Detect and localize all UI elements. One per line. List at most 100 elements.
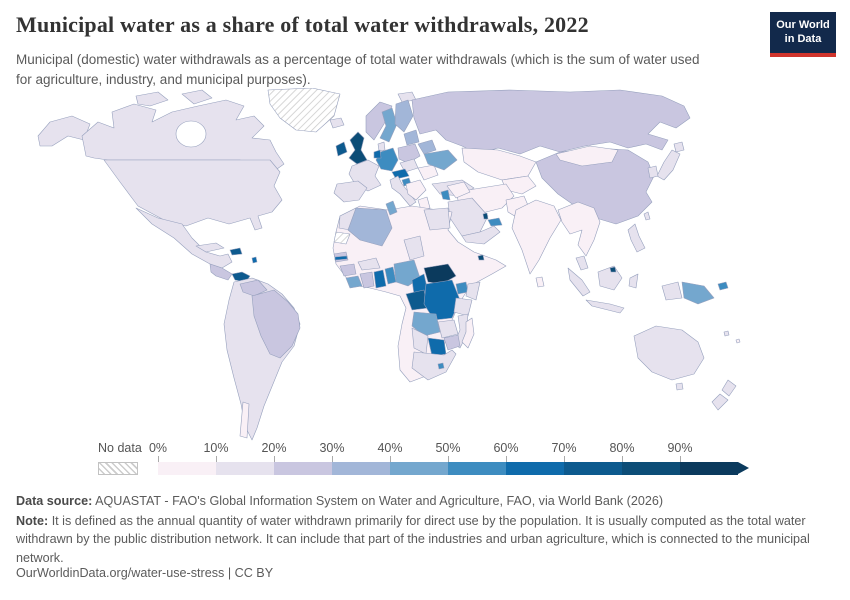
- map-region-hispaniola[interactable]: [229, 247, 243, 256]
- map-region-new-britain[interactable]: [717, 281, 729, 291]
- map-region-java[interactable]: [585, 299, 625, 314]
- map-region-west-papua[interactable]: [661, 281, 683, 301]
- legend-color-bar: [158, 462, 738, 475]
- legend-no-data-swatch[interactable]: [98, 462, 138, 475]
- map-region-venezuela[interactable]: [239, 279, 268, 297]
- map-region-egypt[interactable]: [423, 207, 451, 231]
- map-region-uk[interactable]: [348, 131, 368, 165]
- map-region-alaska[interactable]: [37, 115, 91, 147]
- map-region-japan-hokkaido[interactable]: [673, 141, 685, 153]
- map-region-italy[interactable]: [389, 175, 417, 207]
- map-region-new-zealand[interactable]: [711, 393, 729, 411]
- map-legend: No data 0% 10% 20% 30% 40% 50% 60% 70% 80% 90%: [0, 440, 850, 480]
- map-region-arctic-islands[interactable]: [181, 89, 213, 105]
- map-region-guinea[interactable]: [339, 263, 357, 277]
- map-region-central-america[interactable]: [209, 263, 233, 281]
- map-region-madagascar[interactable]: [461, 317, 475, 349]
- map-region-papua-new-guinea[interactable]: [681, 281, 715, 305]
- legend-tick-mark: [564, 456, 565, 462]
- map-region-uae[interactable]: [487, 217, 503, 227]
- map-region-iraq-syria[interactable]: [446, 181, 471, 199]
- map-region-usa[interactable]: [103, 159, 283, 231]
- map-region-brazil[interactable]: [251, 289, 301, 359]
- map-region-iberia[interactable]: [333, 180, 368, 203]
- map-region-central-african-republic[interactable]: [423, 263, 457, 285]
- map-region-ireland[interactable]: [335, 141, 348, 157]
- map-region-uganda[interactable]: [455, 281, 469, 295]
- map-region-romania[interactable]: [417, 164, 439, 181]
- map-region-new-zealand[interactable]: [721, 379, 737, 397]
- legend-bin[interactable]: [564, 462, 622, 475]
- citation-line[interactable]: OurWorldinData.org/water-use-stress | CC…: [16, 564, 834, 582]
- map-region-denmark[interactable]: [377, 141, 386, 152]
- map-region-cuba[interactable]: [195, 242, 225, 253]
- map-region-kazakhstan[interactable]: [461, 147, 537, 181]
- map-region-iceland[interactable]: [329, 117, 345, 129]
- map-region-angola[interactable]: [411, 311, 441, 337]
- map-region-baltics[interactable]: [403, 129, 420, 146]
- map-region-chile[interactable]: [239, 401, 250, 439]
- map-region-se-asia[interactable]: [557, 201, 601, 257]
- map-region-austria[interactable]: [391, 168, 410, 180]
- map-region-balkans[interactable]: [405, 179, 427, 201]
- legend-bin[interactable]: [158, 462, 216, 475]
- map-region-pacific-island[interactable]: [735, 338, 741, 344]
- map-region-india[interactable]: [511, 199, 562, 275]
- map-region-tanzania[interactable]: [453, 297, 473, 317]
- legend-bin[interactable]: [448, 462, 506, 475]
- map-region-belarus[interactable]: [417, 139, 437, 155]
- map-region-sumatra[interactable]: [567, 267, 591, 297]
- map-region-australia[interactable]: [633, 325, 705, 381]
- legend-bin[interactable]: [274, 462, 332, 475]
- map-region-djibouti[interactable]: [477, 254, 485, 261]
- map-region-tasmania[interactable]: [675, 382, 684, 391]
- map-region-sweden[interactable]: [379, 107, 398, 143]
- map-region-qatar[interactable]: [482, 212, 489, 220]
- map-region-greece[interactable]: [417, 196, 431, 211]
- map-region-lesotho[interactable]: [437, 362, 445, 370]
- map-region-liberia[interactable]: [345, 275, 363, 289]
- map-region-western-sahara[interactable]: [333, 231, 351, 245]
- map-region-south-africa[interactable]: [411, 349, 457, 381]
- map-region-malay-peninsula[interactable]: [575, 255, 589, 271]
- map-region-russia[interactable]: [411, 89, 691, 155]
- map-region-philippines[interactable]: [627, 223, 646, 253]
- map-region-benelux[interactable]: [373, 149, 382, 159]
- owid-logo[interactable]: Our World in Data: [770, 12, 836, 57]
- map-region-pacific-island[interactable]: [723, 330, 730, 337]
- map-region-tunisia[interactable]: [385, 200, 398, 216]
- map-region-ivory-coast[interactable]: [359, 271, 375, 289]
- map-region-finland[interactable]: [394, 99, 414, 133]
- map-region-burkina-faso[interactable]: [357, 257, 381, 271]
- map-region-jordan-israel[interactable]: [440, 189, 451, 201]
- map-region-kenya[interactable]: [465, 281, 481, 301]
- map-region-drc[interactable]: [423, 279, 461, 321]
- map-region-japan[interactable]: [656, 149, 681, 181]
- map-region-algeria[interactable]: [347, 207, 393, 247]
- map-region-sri-lanka[interactable]: [535, 276, 545, 288]
- legend-bin[interactable]: [390, 462, 448, 475]
- map-region-borneo[interactable]: [597, 265, 623, 291]
- map-region-gambia[interactable]: [334, 255, 348, 261]
- map-region-sulawesi[interactable]: [628, 273, 639, 289]
- legend-bin[interactable]: [622, 462, 680, 475]
- legend-bin[interactable]: [506, 462, 564, 475]
- map-region-lesser-antilles[interactable]: [251, 256, 258, 264]
- map-region-chad[interactable]: [403, 235, 425, 261]
- map-region-brunei[interactable]: [609, 266, 617, 273]
- map-region-mongolia[interactable]: [555, 145, 619, 167]
- map-region-yemen-oman[interactable]: [461, 225, 501, 245]
- map-region-germany[interactable]: [375, 147, 399, 172]
- map-region-korea[interactable]: [647, 165, 659, 179]
- map-region-arctic-islands[interactable]: [135, 91, 169, 107]
- legend-bin[interactable]: [332, 462, 390, 475]
- map-region-zimbabwe[interactable]: [443, 334, 461, 351]
- map-region-ghana[interactable]: [373, 269, 387, 289]
- map-region-ukraine[interactable]: [423, 149, 458, 171]
- legend-bin[interactable]: [680, 462, 738, 475]
- legend-bin[interactable]: [216, 462, 274, 475]
- map-region-taiwan[interactable]: [643, 211, 651, 221]
- map-region-mexico[interactable]: [135, 207, 233, 269]
- citation-text[interactable]: OurWorldinData.org/water-use-stress | CC…: [16, 566, 274, 580]
- map-region-greenland[interactable]: [267, 88, 341, 133]
